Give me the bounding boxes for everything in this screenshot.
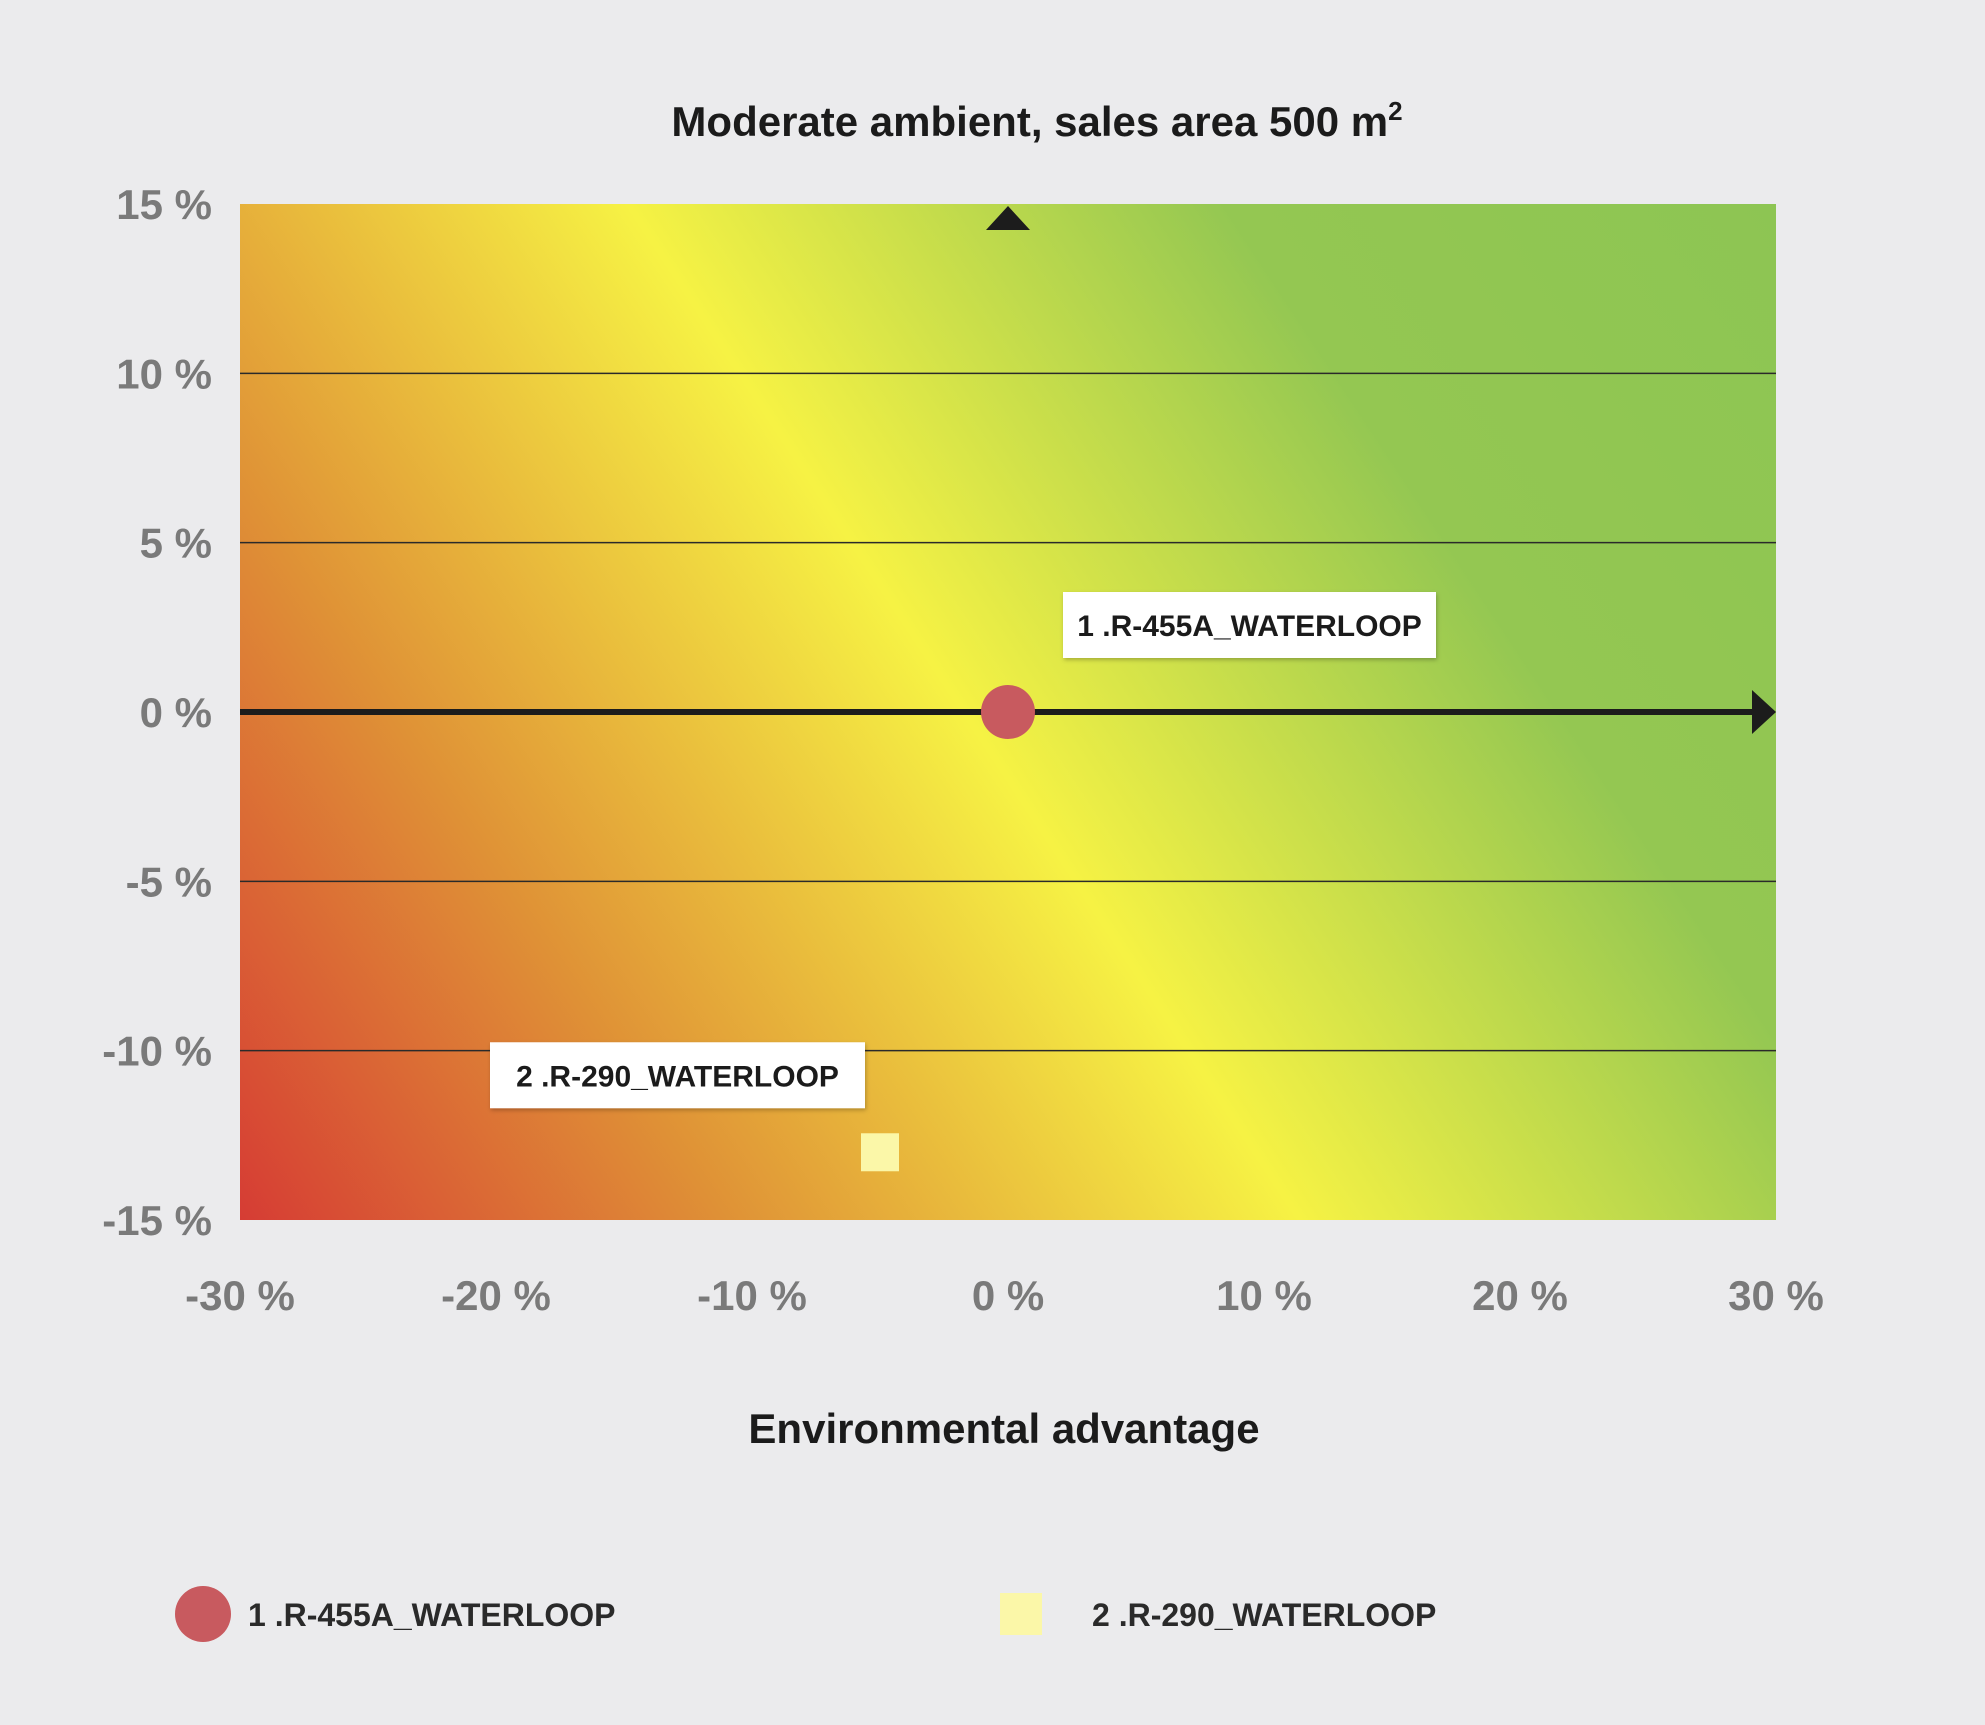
x-tick-label: 30 %	[1728, 1272, 1824, 1319]
y-tick-label: 5 %	[140, 520, 212, 567]
y-axis-ticks: 15 % 10 % 5 % 0 % -5 % -10 % -15 %	[102, 181, 212, 1244]
legend-marker-1	[175, 1586, 231, 1642]
x-tick-label: -30 %	[185, 1272, 295, 1319]
callouts: 1 .R-455A_WATERLOOP 2 .R-290_WATERLOOP	[490, 592, 1436, 1109]
callout-box-2	[490, 1042, 865, 1109]
legend-label-2: 2 .R-290_WATERLOOP	[1092, 1597, 1436, 1633]
x-tick-label: -20 %	[441, 1272, 551, 1319]
data-points	[861, 685, 1035, 1172]
x-tick-label: 10 %	[1216, 1272, 1312, 1319]
x-axis-title: Environmental advantage	[748, 1405, 1259, 1452]
legend-label-1: 1 .R-455A_WATERLOOP	[248, 1597, 615, 1633]
callout-label-1: 1 .R-455A_WATERLOOP	[1077, 610, 1422, 643]
y-axis-arrowhead	[986, 206, 1030, 230]
legend-marker-2	[1000, 1593, 1042, 1635]
x-tick-label: 20 %	[1472, 1272, 1568, 1319]
data-point-1	[981, 685, 1035, 739]
x-tick-label: 0 %	[972, 1272, 1044, 1319]
y-tick-label: 15 %	[116, 181, 212, 228]
chart-title-main: Moderate ambient, sales area 500 m	[671, 98, 1388, 145]
callout-label-2: 2 .R-290_WATERLOOP	[516, 1060, 839, 1093]
chart-title-superscript: 2	[1388, 96, 1402, 126]
data-point-2	[861, 1133, 899, 1172]
y-tick-label: -5 %	[126, 858, 212, 905]
y-tick-label: -10 %	[102, 1028, 212, 1075]
x-axis-ticks: -30 % -20 % -10 % 0 % 10 % 20 % 30 %	[185, 1272, 1824, 1319]
chart-title: Moderate ambient, sales area 500 m2	[671, 96, 1402, 145]
y-tick-label: 0 %	[140, 689, 212, 736]
legend: 1 .R-455A_WATERLOOP 2 .R-290_WATERLOOP	[175, 1586, 1436, 1642]
callout-box-1	[1063, 592, 1436, 658]
y-tick-label: 10 %	[116, 350, 212, 397]
y-tick-label: -15 %	[102, 1197, 212, 1244]
x-tick-label: -10 %	[697, 1272, 807, 1319]
x-axis-arrowhead	[1752, 690, 1776, 734]
